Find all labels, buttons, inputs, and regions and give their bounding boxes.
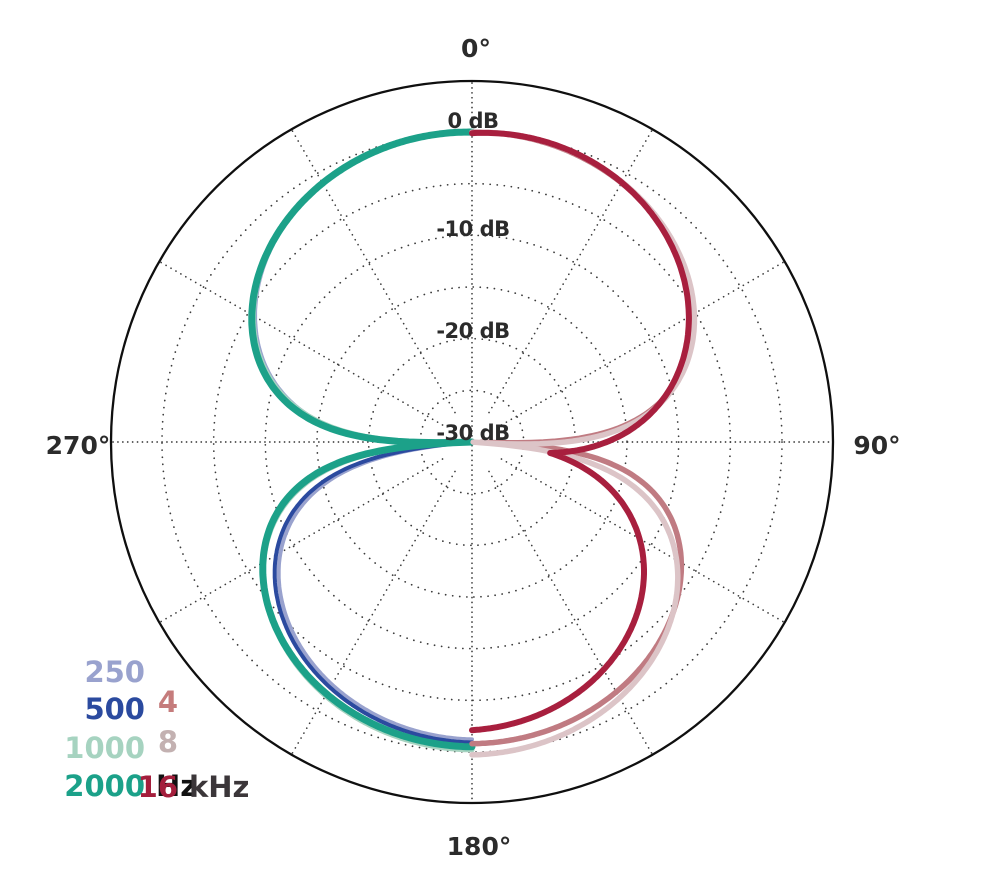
grid-radial-300 xyxy=(160,261,444,426)
angle-label-90: 90° xyxy=(853,431,900,460)
legend-value-500: 500 xyxy=(84,692,145,726)
grid-radial-60 xyxy=(500,261,784,426)
grid-radial-30 xyxy=(488,130,653,414)
db-label--20: -20 dB xyxy=(436,319,509,343)
legend-value-250: 250 xyxy=(84,655,145,689)
series-curves xyxy=(248,128,698,758)
legend-item-250: 250 xyxy=(0,652,145,692)
legend-item-8k: 8 xyxy=(0,722,178,762)
legend-value-8k: 8 xyxy=(157,725,178,759)
legend-value-2000: 2000 xyxy=(64,769,145,803)
db-labels: 0 dB -10 dB -20 dB -30 dB xyxy=(436,109,510,445)
angle-label-180: 180° xyxy=(447,832,512,861)
series-curve-2000hz xyxy=(248,128,476,751)
legend-value-1000: 1000 xyxy=(64,731,145,765)
legend-item-1000: 1000 xyxy=(0,728,145,768)
legend-value-4k: 4 xyxy=(157,685,178,719)
grid-radial-330 xyxy=(291,130,456,414)
outer-boundary-circle xyxy=(109,79,835,805)
legend-unit-khz: kHz xyxy=(189,770,250,804)
angle-labels: 0° 90° 180° 270° xyxy=(46,34,901,861)
db-label--30: -30 dB xyxy=(436,421,509,445)
angle-label-0: 0° xyxy=(461,34,491,63)
legend-item-500: 500 xyxy=(0,689,145,729)
angle-label-270: 270° xyxy=(46,431,111,460)
series-curve-16khz xyxy=(469,129,692,734)
legend-item-16k: 16 kHz xyxy=(0,767,250,807)
db-label-0: 0 dB xyxy=(448,109,499,133)
legend-unit-hz: Hz xyxy=(156,769,198,803)
grid-radial-210 xyxy=(291,470,456,754)
db-label--10: -10 dB xyxy=(436,217,509,241)
legend-item-4k: 4 xyxy=(0,682,178,722)
legend-item-2000: 2000 Hz xyxy=(0,766,197,806)
legend-value-16k: 16 xyxy=(137,770,178,804)
